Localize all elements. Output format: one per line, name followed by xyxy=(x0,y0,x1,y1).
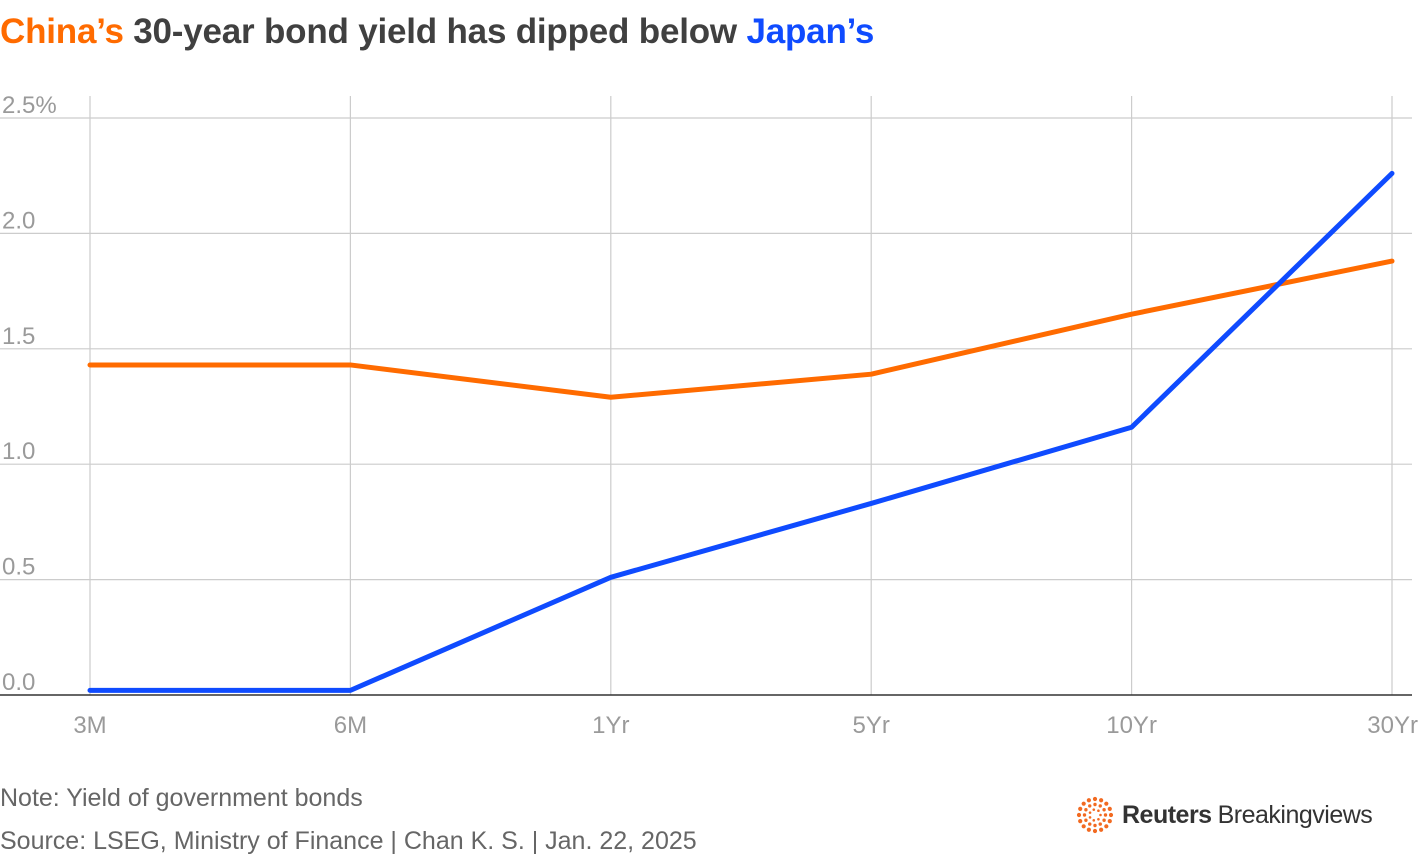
x-tick-label: 10Yr xyxy=(1106,712,1157,739)
y-tick-label: 2.0 xyxy=(2,207,35,234)
y-tick-label: 2.5% xyxy=(2,92,57,119)
china-yield-line xyxy=(87,258,1395,400)
x-tick-label: 5Yr xyxy=(853,712,890,739)
footer-note: Note: Yield of government bonds xyxy=(0,784,363,812)
brand-logo: Reuters Breakingviews xyxy=(1076,796,1373,834)
y-tick-label: 0.5 xyxy=(2,554,35,581)
x-tick-label: 30Yr xyxy=(1367,712,1418,739)
brand-name-regular: Breakingviews xyxy=(1217,800,1373,829)
y-tick-label: 1.5 xyxy=(2,323,35,350)
title-japan: Japan’s xyxy=(746,12,875,51)
x-tick-label: 6M xyxy=(334,712,367,739)
title-middle: 30-year bond yield has dipped below xyxy=(123,12,747,51)
x-tick-label: 1Yr xyxy=(592,712,629,739)
x-tick-label: 3M xyxy=(73,712,106,739)
brand-name-bold: Reuters xyxy=(1122,800,1212,829)
japan-yield-line xyxy=(87,170,1395,693)
chart-title: China’s 30-year bond yield has dipped be… xyxy=(0,12,874,52)
yield-curve-chart: 2.5% 2.0 1.5 1.0 0.5 0.0 3M 6M 1Yr 5Yr 10Yr 30Yr xyxy=(0,92,1418,739)
y-tick-label: 0.0 xyxy=(2,669,35,696)
title-china: China’s xyxy=(0,12,124,51)
reuters-dot-ring-icon xyxy=(1076,796,1114,834)
footer-source: Source: LSEG, Ministry of Finance | Chan… xyxy=(0,827,697,855)
y-tick-label: 1.0 xyxy=(2,438,35,465)
